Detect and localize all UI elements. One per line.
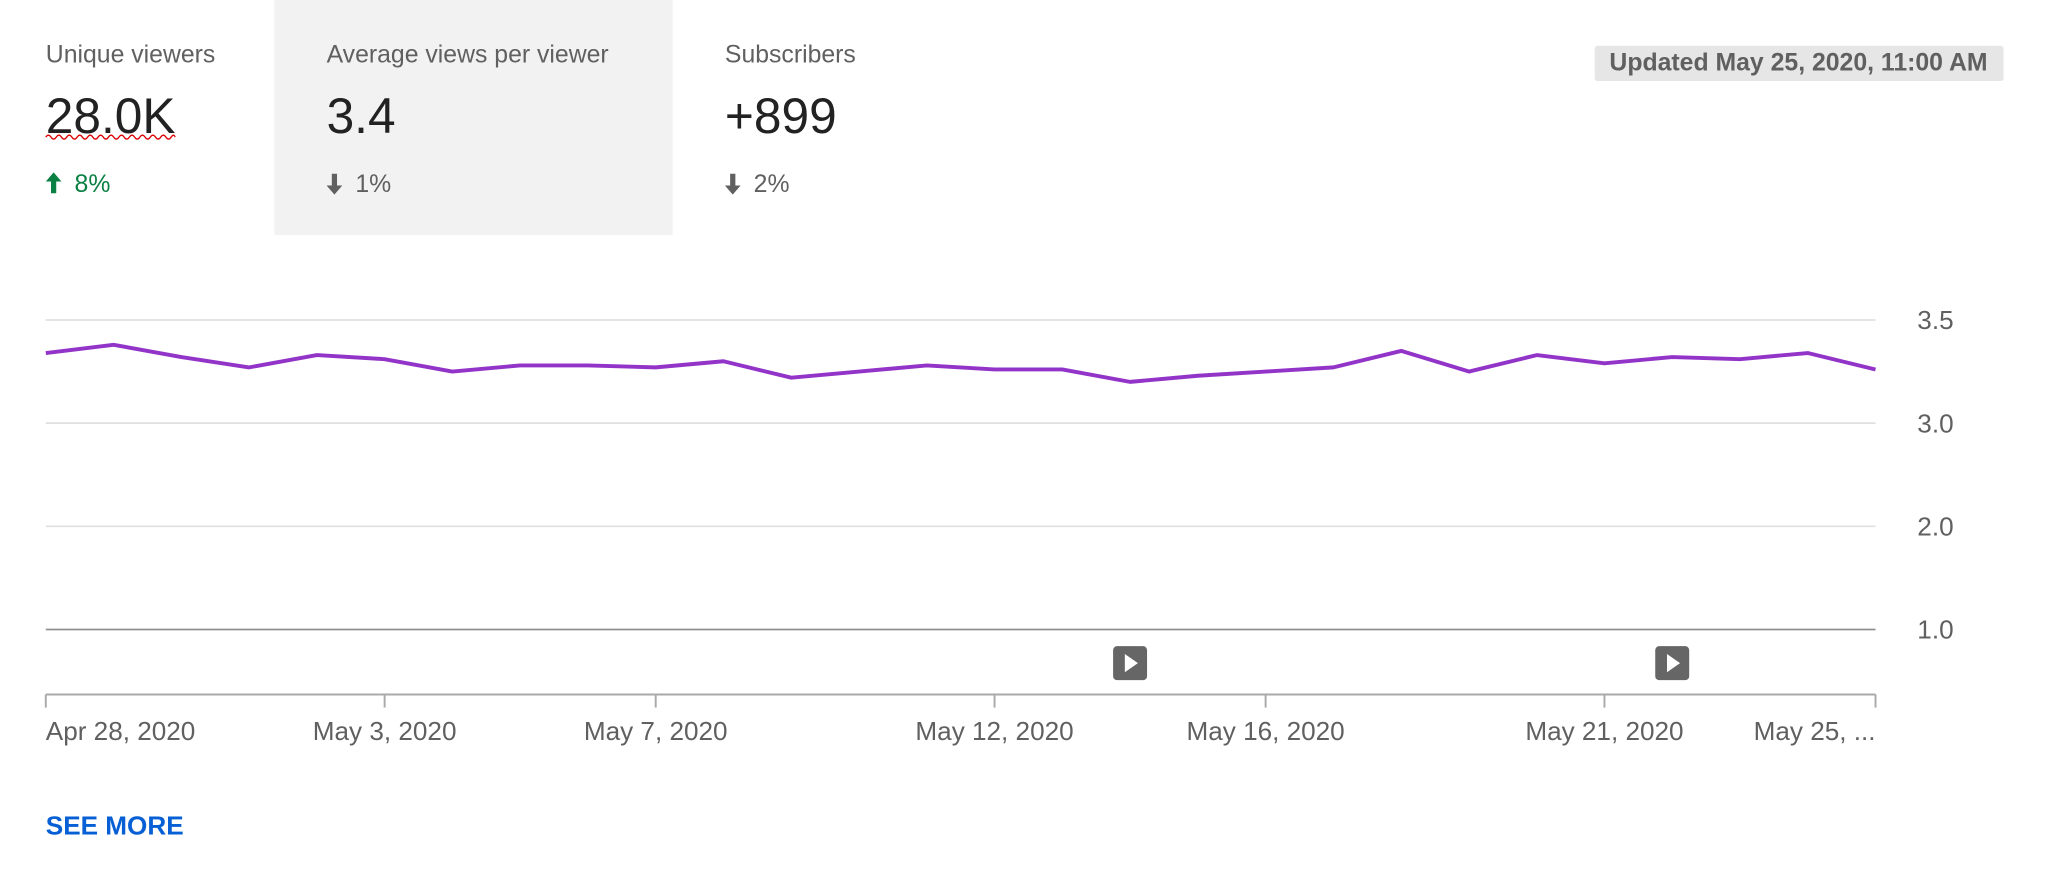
up-arrow (45, 172, 62, 194)
tab-label: Subscribers (725, 42, 856, 69)
updated-badge (1594, 45, 2004, 81)
y-tick-label: 3.5 (1917, 305, 1953, 335)
see-more-link[interactable]: SEE MORE (46, 811, 184, 841)
x-tick-label: May 12, 2020 (915, 716, 1073, 746)
x-tick-label: May 16, 2020 (1187, 716, 1345, 746)
tab-value: +899 (725, 88, 837, 144)
x-tick-label: May 7, 2020 (584, 716, 728, 746)
play-triangle (1124, 654, 1138, 673)
line-series (45, 342, 1876, 384)
updated-text: Updated May 25, 2020, 11:00 AM (1609, 50, 1987, 77)
y-tick-label: 3.0 (1917, 408, 1953, 438)
tab-value: 3.4 (327, 88, 396, 144)
tab-label: Average views per viewer (327, 42, 609, 69)
tab-change: 8% (75, 171, 111, 198)
down-arrow (724, 173, 741, 195)
video-marker[interactable] (1655, 646, 1690, 681)
spell-underline (45, 134, 176, 140)
y-tick-label: 2.0 (1917, 511, 1953, 541)
x-tick-label: May 25, ... (1754, 716, 1876, 746)
tab-label: Unique viewers (46, 42, 216, 69)
y-tick-label: 1.0 (1917, 615, 1953, 645)
tab-change: 1% (355, 171, 391, 198)
x-tick-label: May 3, 2020 (313, 716, 457, 746)
x-tick-label: Apr 28, 2020 (46, 716, 196, 746)
tab[interactable]: Subscribers +899 2% (724, 42, 856, 198)
video-marker[interactable] (1113, 646, 1148, 681)
x-tick-label: May 21, 2020 (1525, 716, 1683, 746)
tab[interactable]: Unique viewers 28.0K 8% (45, 42, 216, 198)
tab-selected[interactable]: Average views per viewer 3.4 1% (274, 0, 673, 236)
tab-change: 2% (754, 171, 790, 198)
down-arrow (326, 173, 343, 195)
chart: 3.5 3.0 2.0 1.0 Apr 28, 2020 May 3, 2020 May 7… (44, 305, 1954, 746)
tab-background (274, 0, 673, 236)
play-triangle (1666, 654, 1681, 673)
